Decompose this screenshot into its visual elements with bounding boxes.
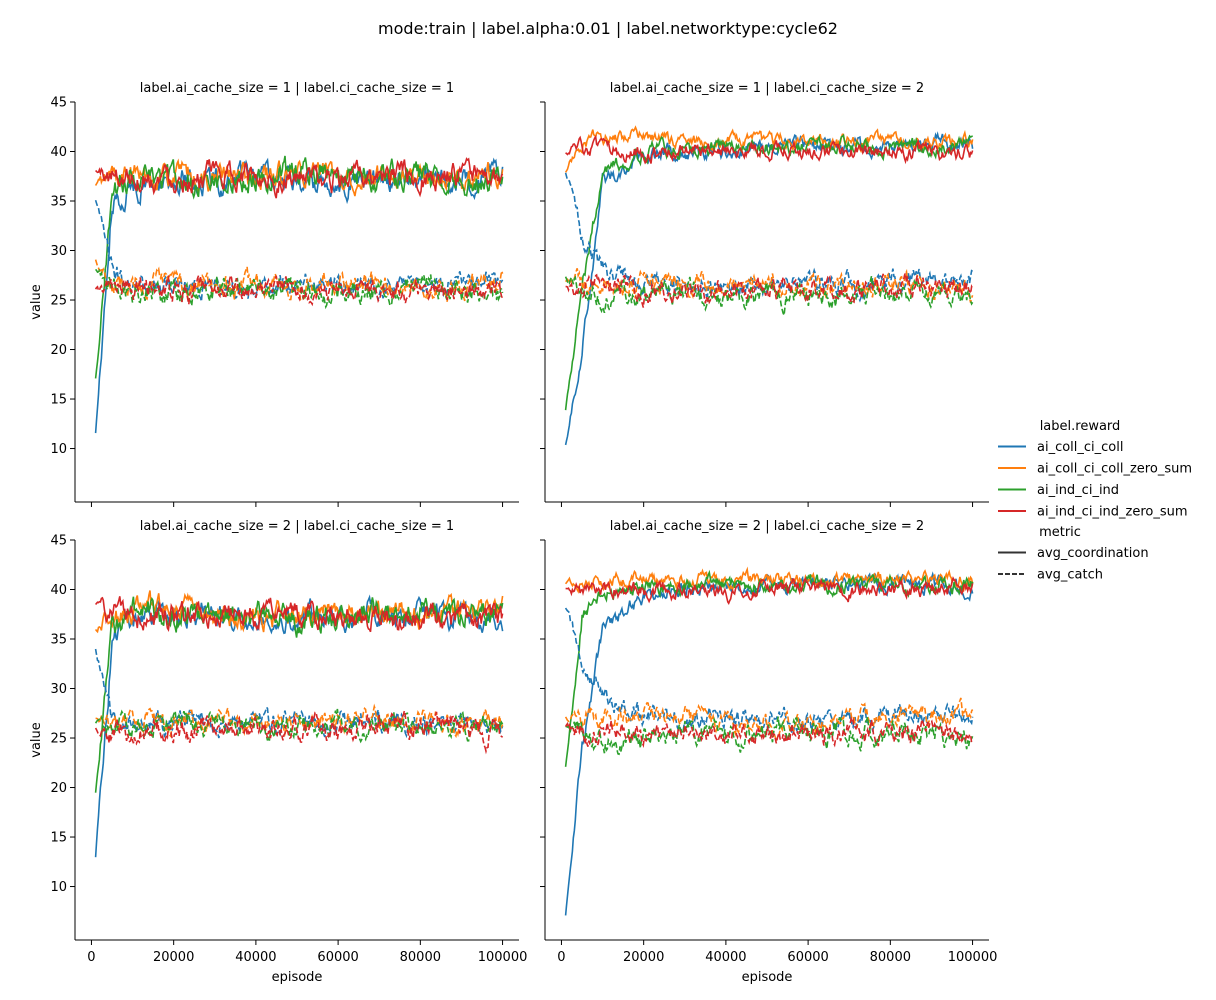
y-tick-label: 30	[50, 682, 67, 697]
series-ai-ind-ci-ind-zero-sum-avg-catch	[564, 715, 974, 748]
series-ai-ind-ci-ind-avg-coordination	[94, 596, 504, 793]
legend: label.reward ai_coll_ci_coll ai_coll_ci_co…	[998, 419, 1192, 583]
legend-label-ai-coll-ci-coll-zero-sum: ai_coll_ci_coll_zero_sum	[1037, 462, 1192, 477]
y-tick-label: 40	[50, 583, 67, 598]
y-tick-label: 30	[50, 244, 67, 259]
y-tick-label: 45	[50, 534, 67, 549]
series-lines	[564, 125, 974, 446]
x-tick-label: 40000	[235, 950, 276, 965]
legend-style-title: metric	[1039, 525, 1081, 540]
x-tick-label: 60000	[787, 950, 828, 965]
series-lines	[564, 566, 974, 916]
x-tick-label: 20000	[623, 950, 664, 965]
y-axis-label: value	[29, 284, 44, 320]
series-ai-ind-ci-ind-avg-catch	[564, 275, 974, 319]
series-lines	[94, 590, 504, 858]
x-tick-label: 60000	[317, 950, 358, 965]
y-tick-label: 10	[50, 442, 67, 457]
series-ai-coll-ci-coll-zero-sum-avg-coordination	[564, 566, 974, 594]
panels-layer: label.ai_cache_size = 1 | label.ci_cache…	[29, 81, 997, 985]
series-ai-coll-ci-coll-avg-catch	[564, 607, 974, 735]
x-axis-label: episode	[742, 970, 793, 985]
panel-1: label.ai_cache_size = 1 | label.ci_cache…	[29, 81, 519, 507]
series-ai-ind-ci-ind-zero-sum-avg-catch	[565, 270, 974, 308]
y-tick-label: 35	[50, 633, 67, 648]
legend-label-ai-coll-ci-coll: ai_coll_ci_coll	[1037, 440, 1124, 455]
legend-label-avg-catch: avg_catch	[1037, 568, 1103, 583]
panel-4: label.ai_cache_size = 2 | label.ci_cache…	[540, 519, 997, 985]
series-ai-ind-ci-ind-zero-sum-avg-catch	[94, 272, 504, 307]
panel-title: label.ai_cache_size = 2 | label.ci_cache…	[610, 519, 924, 534]
x-tick-label: 40000	[705, 950, 746, 965]
series-ai-ind-ci-ind-zero-sum-avg-catch	[94, 710, 504, 755]
x-axis-label: episode	[272, 970, 323, 985]
legend-label-avg-coordination: avg_coordination	[1037, 546, 1149, 561]
series-ai-ind-ci-ind-avg-coordination	[564, 133, 974, 411]
y-axis-label: value	[29, 722, 44, 758]
series-ai-ind-ci-ind-avg-catch	[565, 716, 974, 756]
panel-title: label.ai_cache_size = 1 | label.ci_cache…	[140, 81, 454, 96]
y-tick-label: 15	[50, 393, 67, 408]
series-ai-ind-ci-ind-avg-catch	[94, 268, 504, 310]
series-ai-coll-ci-coll-zero-sum-avg-catch	[94, 259, 504, 302]
series-ai-ind-ci-ind-zero-sum-avg-coordination	[565, 576, 974, 606]
series-ai-coll-ci-coll-avg-coordination	[564, 571, 974, 916]
series-ai-ind-ci-ind-zero-sum-avg-coordination	[94, 596, 504, 633]
series-ai-coll-ci-coll-zero-sum-avg-coordination	[564, 125, 974, 173]
series-ai-ind-ci-ind-zero-sum-avg-coordination	[565, 134, 974, 165]
legend-label-ai-ind-ci-ind-zero-sum: ai_ind_ci_ind_zero_sum	[1037, 505, 1188, 520]
series-ai-coll-ci-coll-zero-sum-avg-catch	[564, 697, 974, 742]
y-tick-label: 20	[50, 343, 67, 358]
panel-title: label.ai_cache_size = 2 | label.ci_cache…	[140, 519, 454, 534]
y-tick-label: 25	[50, 732, 67, 747]
legend-label-ai-ind-ci-ind: ai_ind_ci_ind	[1037, 483, 1119, 498]
series-ai-ind-ci-ind-avg-catch	[94, 708, 504, 744]
panel-2: label.ai_cache_size = 1 | label.ci_cache…	[540, 81, 989, 507]
panel-title: label.ai_cache_size = 1 | label.ci_cache…	[610, 81, 924, 96]
panel-3: label.ai_cache_size = 2 | label.ci_cache…	[29, 519, 527, 985]
y-tick-label: 40	[50, 145, 67, 160]
y-tick-label: 35	[50, 195, 67, 210]
series-ai-ind-ci-ind-avg-coordination	[94, 155, 504, 379]
y-tick-label: 45	[50, 96, 67, 111]
x-tick-label: 100000	[478, 950, 528, 965]
series-ai-coll-ci-coll-avg-catch	[564, 172, 974, 303]
series-ai-coll-ci-coll-zero-sum-avg-coordination	[94, 158, 504, 197]
y-tick-label: 15	[50, 831, 67, 846]
x-tick-label: 100000	[948, 950, 998, 965]
series-ai-ind-ci-ind-zero-sum-avg-coordination	[95, 157, 504, 199]
series-lines	[94, 155, 504, 434]
x-tick-label: 0	[87, 950, 95, 965]
y-tick-label: 10	[50, 880, 67, 895]
legend-hue-title: label.reward	[1040, 419, 1121, 434]
figure-title: mode:train | label.alpha:0.01 | label.ne…	[378, 19, 838, 38]
x-tick-label: 20000	[153, 950, 194, 965]
x-tick-label: 0	[557, 950, 565, 965]
x-tick-label: 80000	[400, 950, 441, 965]
y-tick-label: 20	[50, 781, 67, 796]
x-tick-label: 80000	[870, 950, 911, 965]
y-tick-label: 25	[50, 294, 67, 309]
